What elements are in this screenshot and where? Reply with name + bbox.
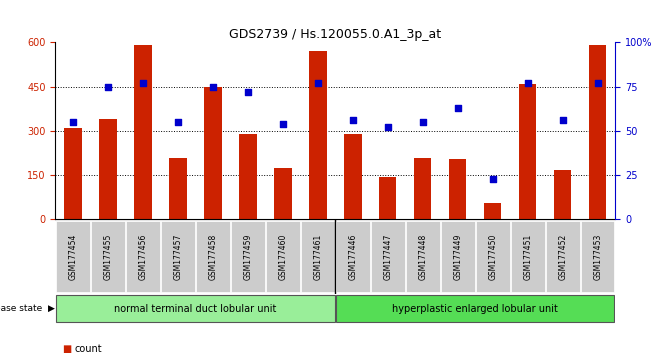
Bar: [449, 159, 467, 219]
FancyBboxPatch shape: [581, 221, 615, 292]
Point: [277, 121, 288, 127]
FancyBboxPatch shape: [91, 221, 124, 292]
Bar: [99, 119, 117, 219]
FancyBboxPatch shape: [406, 221, 439, 292]
FancyBboxPatch shape: [196, 221, 230, 292]
Text: GSM177454: GSM177454: [68, 233, 77, 280]
Text: normal terminal duct lobular unit: normal terminal duct lobular unit: [114, 304, 277, 314]
FancyBboxPatch shape: [441, 221, 475, 292]
Point: [137, 80, 148, 86]
Text: GSM177446: GSM177446: [348, 233, 357, 280]
FancyBboxPatch shape: [301, 221, 335, 292]
Bar: [64, 128, 81, 219]
Title: GDS2739 / Hs.120055.0.A1_3p_at: GDS2739 / Hs.120055.0.A1_3p_at: [229, 28, 441, 41]
Point: [348, 118, 358, 123]
FancyBboxPatch shape: [476, 221, 510, 292]
FancyBboxPatch shape: [336, 295, 615, 322]
Text: GSM177450: GSM177450: [488, 233, 497, 280]
FancyBboxPatch shape: [371, 221, 404, 292]
FancyBboxPatch shape: [546, 221, 579, 292]
Point: [173, 119, 183, 125]
Bar: [484, 203, 501, 219]
Bar: [134, 45, 152, 219]
Point: [243, 89, 253, 95]
Text: disease state  ▶: disease state ▶: [0, 304, 55, 313]
Point: [417, 119, 428, 125]
Point: [103, 84, 113, 90]
Point: [383, 125, 393, 130]
Bar: [239, 134, 256, 219]
Point: [312, 80, 323, 86]
Point: [592, 80, 603, 86]
Text: GSM177451: GSM177451: [523, 234, 533, 280]
Point: [68, 119, 78, 125]
Bar: [204, 87, 221, 219]
FancyBboxPatch shape: [231, 221, 264, 292]
Text: GSM177449: GSM177449: [453, 233, 462, 280]
FancyBboxPatch shape: [511, 221, 544, 292]
FancyBboxPatch shape: [336, 221, 370, 292]
Text: GSM177447: GSM177447: [383, 233, 393, 280]
Bar: [519, 84, 536, 219]
Bar: [309, 51, 327, 219]
Text: GSM177453: GSM177453: [593, 233, 602, 280]
Text: GSM177456: GSM177456: [138, 233, 147, 280]
Bar: [274, 168, 292, 219]
Text: GSM177455: GSM177455: [104, 233, 113, 280]
FancyBboxPatch shape: [56, 295, 335, 322]
FancyBboxPatch shape: [56, 221, 90, 292]
Text: GSM177458: GSM177458: [208, 234, 217, 280]
Text: GSM177452: GSM177452: [558, 234, 567, 280]
Bar: [379, 177, 396, 219]
Point: [523, 80, 533, 86]
Text: GSM177459: GSM177459: [243, 233, 253, 280]
Point: [452, 105, 463, 111]
FancyBboxPatch shape: [161, 221, 195, 292]
Bar: [169, 158, 187, 219]
Text: GSM177457: GSM177457: [173, 233, 182, 280]
FancyBboxPatch shape: [266, 221, 299, 292]
Text: count: count: [75, 344, 102, 354]
Text: ■: ■: [62, 344, 71, 354]
Point: [488, 176, 498, 182]
FancyBboxPatch shape: [126, 221, 159, 292]
Bar: [414, 158, 432, 219]
Bar: [589, 45, 607, 219]
Bar: [554, 170, 572, 219]
Bar: [344, 134, 361, 219]
Text: GSM177460: GSM177460: [278, 233, 287, 280]
Text: hyperplastic enlarged lobular unit: hyperplastic enlarged lobular unit: [393, 304, 558, 314]
Point: [557, 118, 568, 123]
Text: GSM177461: GSM177461: [313, 234, 322, 280]
Text: GSM177448: GSM177448: [418, 234, 427, 280]
Point: [208, 84, 218, 90]
